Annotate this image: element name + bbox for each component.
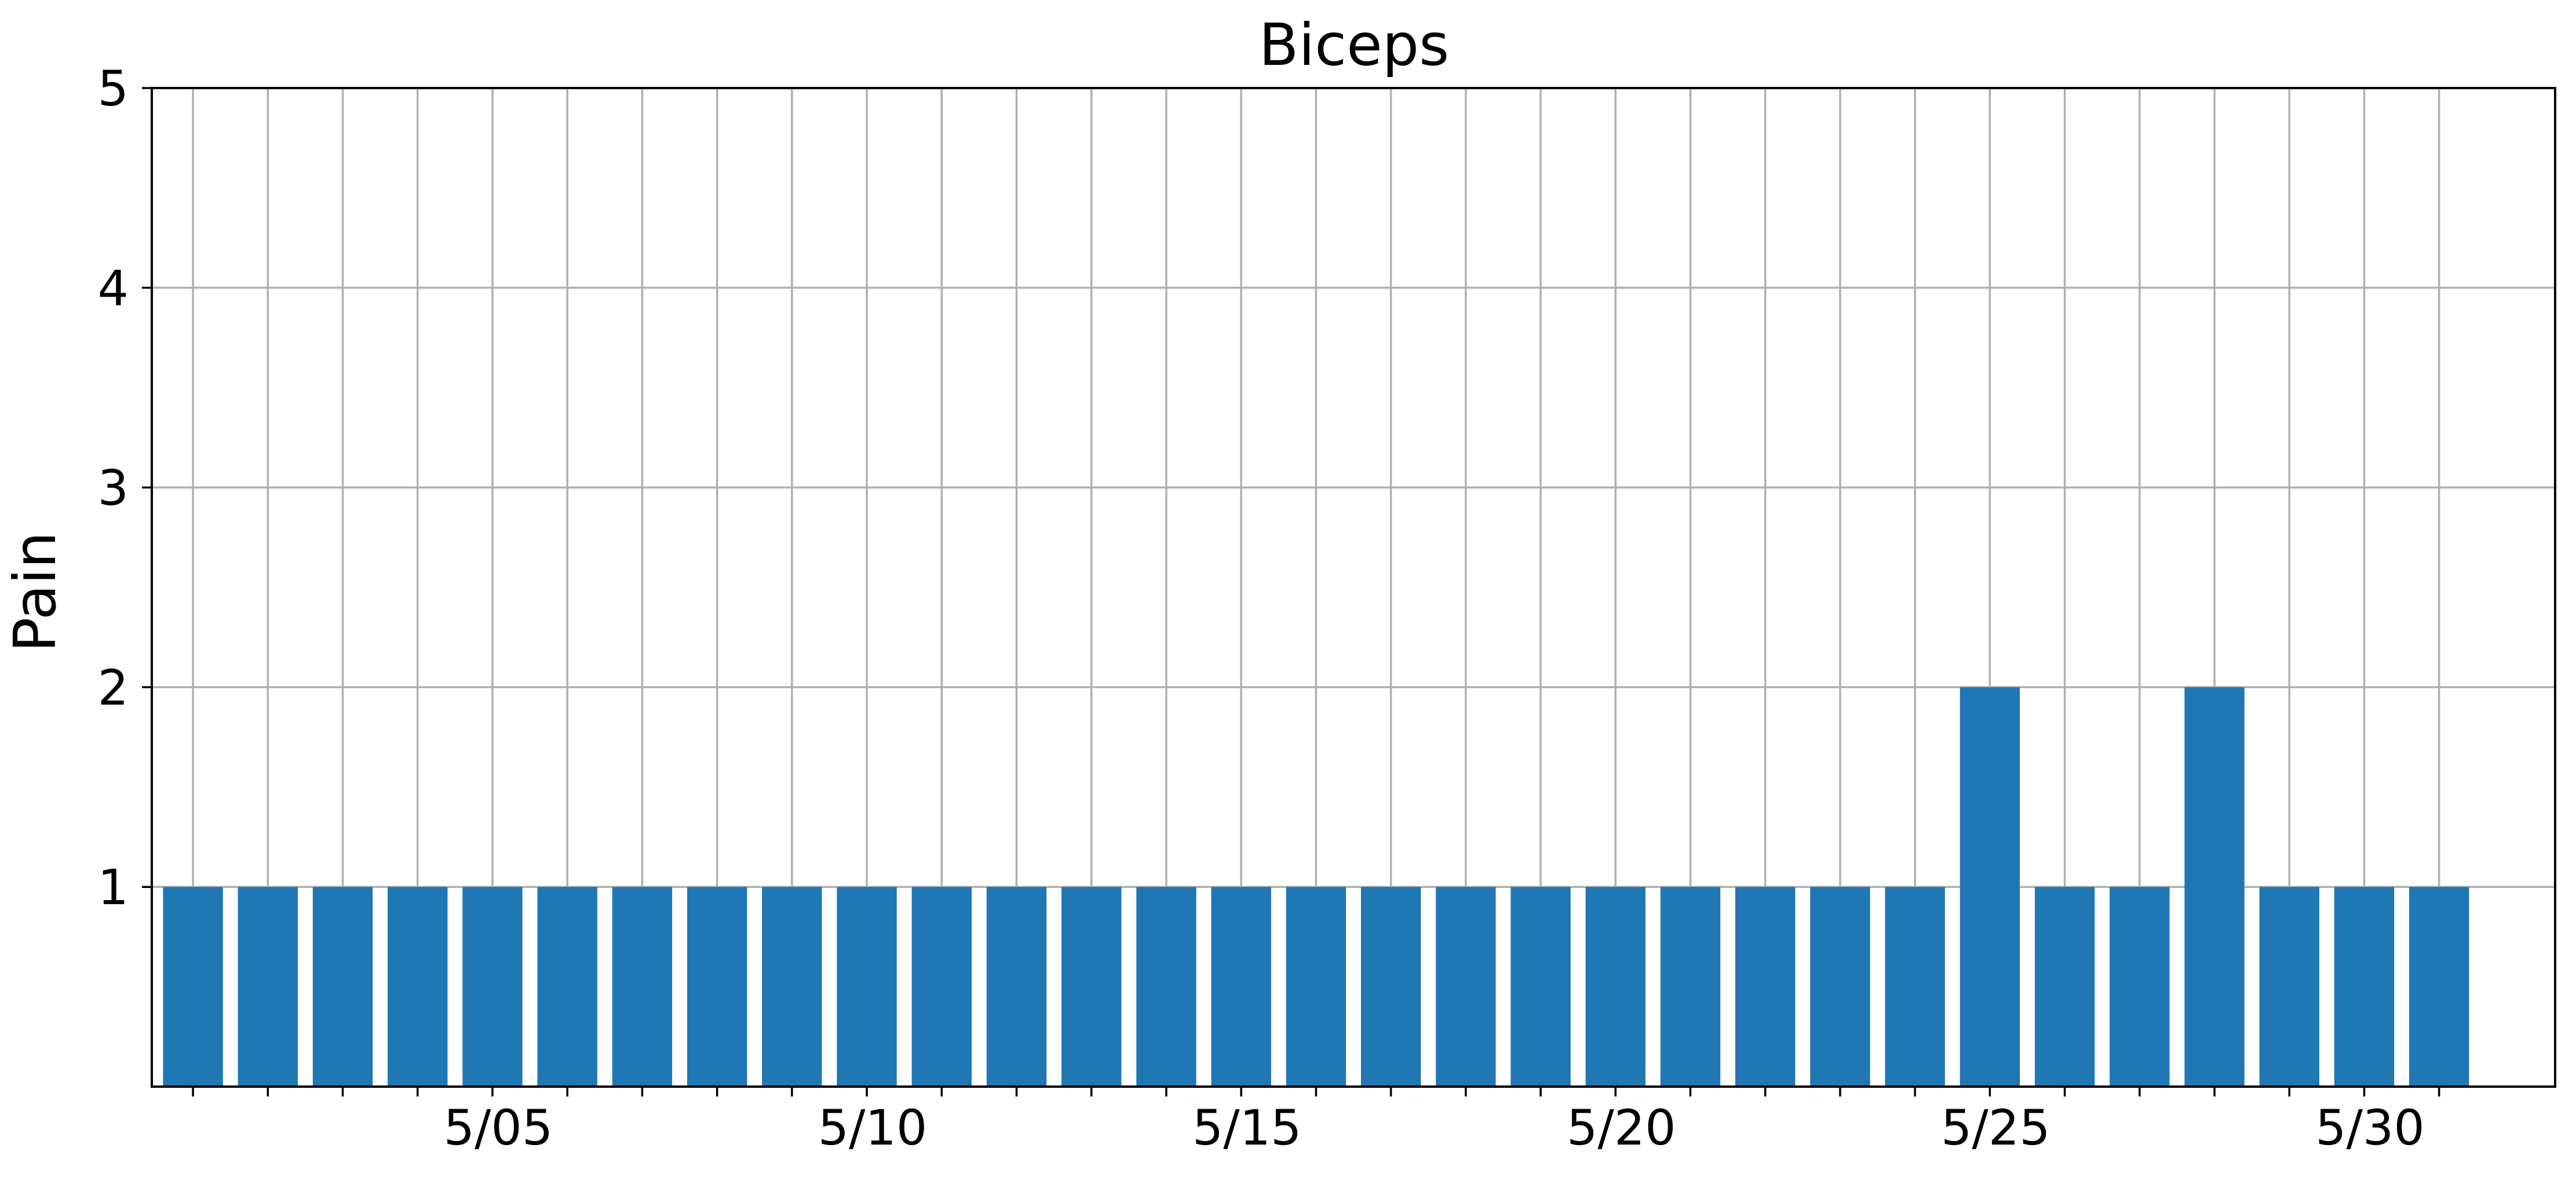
x-tick-label: 5/15 bbox=[1192, 1099, 1302, 1156]
axis-ticks bbox=[142, 87, 2440, 1096]
y-tick-label: 1 bbox=[98, 859, 129, 916]
x-tick-label: 5/05 bbox=[444, 1099, 553, 1156]
bar-5-26 bbox=[2034, 887, 2095, 1087]
tick-labels: 5/05 5/10 5/15 5/20 5/25 5/30 1 2 3 4 5 bbox=[98, 60, 2425, 1156]
bar-5-24 bbox=[1885, 887, 1945, 1087]
bar-5-09 bbox=[762, 887, 822, 1087]
bar-5-22 bbox=[1735, 887, 1796, 1087]
y-tick-label: 5 bbox=[98, 60, 129, 117]
bar-5-20 bbox=[1585, 887, 1645, 1087]
y-tick-label: 3 bbox=[98, 460, 129, 517]
x-tick-label: 5/25 bbox=[1941, 1099, 2050, 1156]
bar-5-08 bbox=[687, 887, 747, 1087]
bar-5-31 bbox=[2409, 887, 2469, 1087]
bar-5-27 bbox=[2110, 887, 2170, 1087]
bar-5-03 bbox=[312, 887, 373, 1087]
axes-frame bbox=[151, 87, 2556, 1088]
bar-5-18 bbox=[1436, 887, 1496, 1087]
bar-5-07 bbox=[612, 887, 673, 1087]
x-tick-label: 5/30 bbox=[2315, 1099, 2425, 1156]
chart-title: Biceps bbox=[1259, 11, 1449, 79]
bar-5-23 bbox=[1810, 887, 1870, 1087]
bar-5-30 bbox=[2334, 887, 2395, 1087]
y-tick-label: 4 bbox=[98, 260, 129, 317]
bar-5-28 bbox=[2184, 687, 2245, 1087]
bar-5-04 bbox=[388, 887, 448, 1087]
x-tick-label: 5/20 bbox=[1567, 1099, 1676, 1156]
bar-5-16 bbox=[1286, 887, 1347, 1087]
bar-5-17 bbox=[1360, 887, 1421, 1087]
y-tick-label: 2 bbox=[98, 659, 129, 716]
bar-5-02 bbox=[238, 887, 298, 1087]
bar-5-11 bbox=[911, 887, 972, 1087]
bar-5-01 bbox=[163, 887, 223, 1087]
bar-5-13 bbox=[1061, 887, 1122, 1087]
bar-5-25 bbox=[1960, 687, 2020, 1087]
bar-5-10 bbox=[837, 887, 897, 1087]
y-axis-label: Pain bbox=[1, 532, 69, 652]
bar-5-14 bbox=[1136, 887, 1196, 1087]
bar-5-19 bbox=[1510, 887, 1571, 1087]
bar-5-29 bbox=[2259, 887, 2319, 1087]
bar-5-15 bbox=[1211, 887, 1271, 1087]
bar-5-05 bbox=[462, 887, 523, 1087]
x-tick-label: 5/10 bbox=[818, 1099, 928, 1156]
bar-5-21 bbox=[1660, 887, 1721, 1087]
bar-5-06 bbox=[537, 887, 597, 1087]
bars bbox=[163, 687, 2469, 1087]
bar-5-12 bbox=[986, 887, 1047, 1087]
